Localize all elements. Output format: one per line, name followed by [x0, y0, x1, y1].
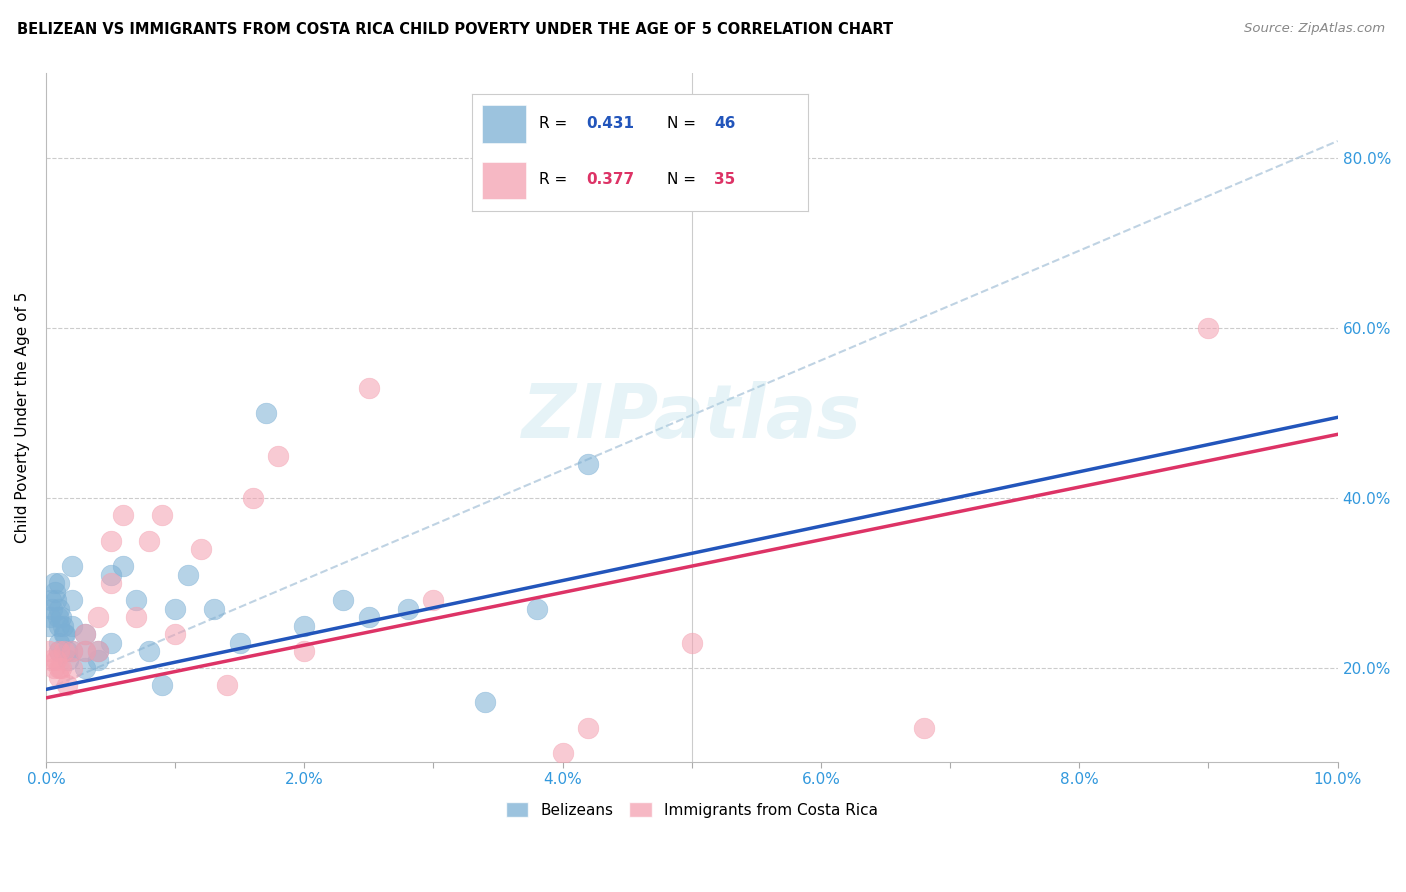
Point — [526, 601, 548, 615]
Point — [150, 508, 173, 522]
Point — [578, 457, 600, 471]
Point — [100, 576, 122, 591]
Point — [86, 653, 108, 667]
Point — [45, 653, 67, 667]
Point — [60, 593, 83, 607]
Point — [551, 746, 574, 760]
Legend: Belizeans, Immigrants from Costa Rica: Belizeans, Immigrants from Costa Rica — [499, 796, 884, 823]
Point — [45, 593, 67, 607]
Point — [60, 644, 83, 658]
Point — [73, 661, 96, 675]
Text: ZIPatlas: ZIPatlas — [522, 381, 862, 454]
Point — [292, 644, 315, 658]
Point — [55, 678, 77, 692]
Point — [48, 635, 70, 649]
Point — [357, 380, 380, 394]
Point — [48, 618, 70, 632]
Point — [46, 610, 69, 624]
Point — [125, 593, 148, 607]
Point — [86, 644, 108, 658]
Point — [165, 627, 187, 641]
Point — [228, 635, 250, 649]
Point — [60, 644, 83, 658]
Point — [48, 644, 70, 658]
Point — [53, 627, 76, 641]
Point — [396, 601, 419, 615]
Point — [60, 618, 83, 632]
Point — [38, 618, 60, 632]
Point — [292, 618, 315, 632]
Point — [578, 721, 600, 735]
Point — [73, 627, 96, 641]
Point — [177, 567, 200, 582]
Point — [332, 593, 354, 607]
Point — [100, 567, 122, 582]
Point — [912, 721, 935, 735]
Point — [242, 491, 264, 505]
Point — [38, 610, 60, 624]
Point — [38, 644, 60, 658]
Point — [474, 695, 496, 709]
Point — [100, 533, 122, 548]
Point — [202, 601, 225, 615]
Point — [138, 644, 160, 658]
Point — [52, 618, 75, 632]
Point — [267, 449, 290, 463]
Text: Source: ZipAtlas.com: Source: ZipAtlas.com — [1244, 22, 1385, 36]
Point — [39, 593, 62, 607]
Point — [41, 601, 63, 615]
Y-axis label: Child Poverty Under the Age of 5: Child Poverty Under the Age of 5 — [15, 292, 30, 543]
Point — [42, 661, 65, 675]
Point — [39, 653, 62, 667]
Point — [48, 601, 70, 615]
Point — [55, 644, 77, 658]
Point — [44, 584, 66, 599]
Point — [112, 508, 135, 522]
Point — [48, 661, 70, 675]
Point — [138, 533, 160, 548]
Point — [73, 644, 96, 658]
Point — [254, 406, 277, 420]
Point — [86, 644, 108, 658]
Point — [73, 627, 96, 641]
Point — [56, 653, 79, 667]
Point — [215, 678, 238, 692]
Point — [51, 661, 73, 675]
Point — [53, 627, 76, 641]
Point — [73, 644, 96, 658]
Point — [53, 644, 76, 658]
Point — [1198, 321, 1220, 335]
Point — [681, 635, 703, 649]
Point — [125, 610, 148, 624]
Point — [357, 610, 380, 624]
Point — [422, 593, 444, 607]
Point — [112, 559, 135, 574]
Point — [42, 576, 65, 591]
Point — [190, 542, 212, 557]
Point — [150, 678, 173, 692]
Point — [51, 610, 73, 624]
Point — [60, 559, 83, 574]
Point — [86, 610, 108, 624]
Point — [48, 644, 70, 658]
Point — [48, 576, 70, 591]
Point — [60, 661, 83, 675]
Point — [100, 635, 122, 649]
Text: BELIZEAN VS IMMIGRANTS FROM COSTA RICA CHILD POVERTY UNDER THE AGE OF 5 CORRELAT: BELIZEAN VS IMMIGRANTS FROM COSTA RICA C… — [17, 22, 893, 37]
Point — [165, 601, 187, 615]
Point — [48, 670, 70, 684]
